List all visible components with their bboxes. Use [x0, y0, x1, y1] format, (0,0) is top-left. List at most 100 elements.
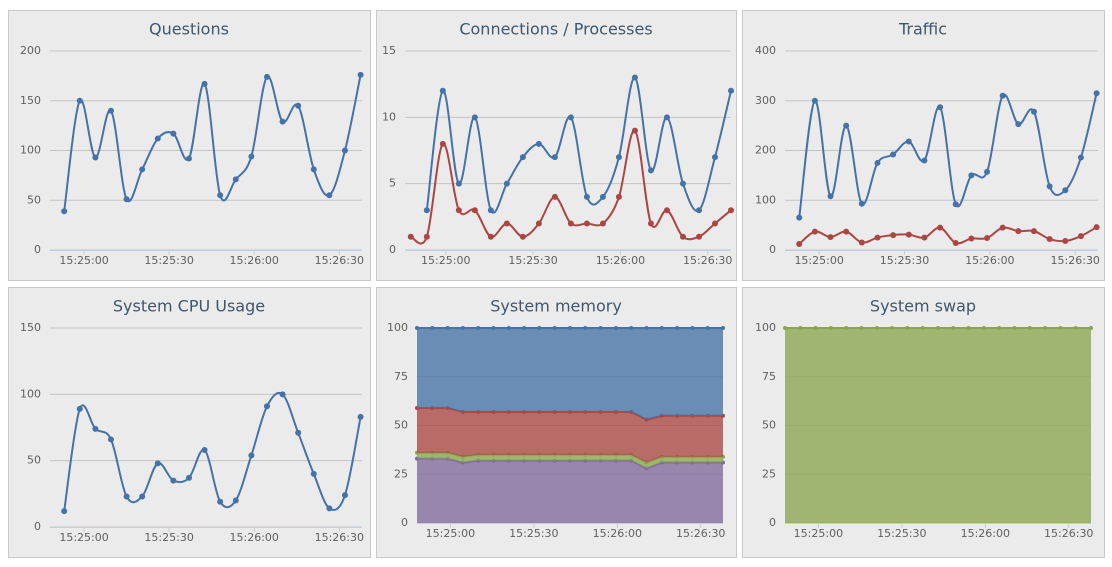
point-marker: [76, 97, 83, 104]
point-marker: [644, 326, 649, 330]
point-marker: [552, 326, 557, 330]
point-marker: [76, 405, 83, 412]
point-marker: [1043, 326, 1048, 330]
point-marker: [920, 326, 925, 330]
point-marker: [647, 220, 654, 227]
point-marker: [415, 326, 419, 330]
point-marker: [813, 326, 818, 330]
point-marker: [905, 138, 912, 145]
x-tick-label: 15:26:30: [676, 527, 725, 540]
series-line: [425, 76, 732, 214]
point-marker: [1077, 233, 1084, 240]
point-marker: [796, 241, 803, 248]
point-marker: [844, 326, 849, 330]
point-marker: [439, 140, 446, 147]
point-marker: [522, 326, 527, 330]
panel-background: [8, 287, 371, 558]
point-marker: [92, 154, 99, 161]
point-marker: [567, 220, 574, 227]
point-marker: [828, 326, 833, 330]
point-marker: [341, 492, 348, 499]
point-marker: [583, 220, 590, 227]
point-marker: [981, 326, 986, 330]
y-tick-label: 50: [27, 454, 41, 467]
y-tick-label: 0: [389, 243, 396, 256]
point-marker: [1093, 90, 1100, 97]
point-marker: [423, 207, 430, 214]
series-line: [798, 93, 1098, 218]
x-tick-label: 15:26:00: [596, 254, 645, 267]
chart-title: Traffic: [898, 20, 947, 39]
point-marker: [1073, 326, 1078, 330]
point-marker: [1015, 228, 1022, 235]
point-marker: [843, 122, 850, 129]
point-marker: [1093, 224, 1100, 231]
point-marker: [310, 166, 317, 173]
y-tick-label: 200: [20, 44, 41, 57]
y-tick-label: 200: [755, 144, 776, 157]
point-marker: [1027, 326, 1032, 330]
x-tick-label: 15:25:00: [794, 527, 843, 540]
point-marker: [445, 326, 450, 330]
chart-panel: Traffic 0 100 200 300 400 15:25:00 15:25:30 15:2…: [742, 10, 1105, 281]
point-marker: [796, 214, 803, 221]
y-tick-label: 0: [34, 520, 41, 533]
y-tick-label: 100: [387, 321, 408, 334]
chart-title: Questions: [149, 20, 229, 39]
x-tick-label: 15:25:00: [421, 254, 470, 267]
y-tick-label: 75: [762, 370, 776, 383]
chart-panel: Connections / Processes 0 5 10 15 15:25:00 15:…: [376, 10, 737, 281]
panel-background: [8, 10, 371, 281]
point-marker: [476, 326, 481, 330]
point-marker: [263, 403, 270, 410]
y-tick-label: 100: [755, 193, 776, 206]
y-tick-label: 400: [755, 44, 776, 57]
point-marker: [123, 493, 130, 500]
point-marker: [631, 127, 638, 134]
x-tick-label: 15:26:30: [315, 254, 364, 267]
chart-panel: System memory 0 25 50 75 100 15:25:00 15:25:30 1…: [376, 287, 737, 558]
point-marker: [921, 157, 928, 164]
point-marker: [185, 474, 192, 481]
chart-title: System memory: [490, 297, 622, 316]
point-marker: [439, 87, 446, 94]
point-marker: [503, 220, 510, 227]
point-marker: [201, 80, 208, 87]
point-marker: [984, 235, 991, 242]
point-marker: [937, 104, 944, 111]
point-marker: [279, 391, 286, 398]
point-marker: [1015, 121, 1022, 128]
chart-panel: System CPU Usage 0 50 100 150 15:25:00 15:25:3…: [8, 287, 371, 558]
x-tick-label: 15:26:30: [1044, 527, 1093, 540]
point-marker: [217, 498, 224, 505]
point-marker: [248, 452, 255, 459]
point-marker: [185, 155, 192, 162]
point-marker: [984, 168, 991, 175]
point-marker: [232, 497, 239, 504]
point-marker: [1062, 187, 1069, 194]
y-tick-label: 150: [20, 321, 41, 334]
point-marker: [783, 326, 787, 330]
y-tick-label: 25: [394, 467, 408, 480]
series-area: [417, 458, 723, 523]
chart-title: Connections / Processes: [459, 20, 652, 39]
point-marker: [827, 193, 834, 200]
point-marker: [568, 326, 572, 330]
point-marker: [506, 326, 511, 330]
point-marker: [827, 234, 834, 241]
point-marker: [1046, 183, 1053, 190]
point-marker: [1046, 236, 1053, 243]
point-marker: [874, 234, 881, 241]
x-tick-label: 15:25:30: [509, 527, 558, 540]
point-marker: [631, 74, 638, 81]
point-marker: [874, 159, 881, 166]
y-tick-label: 100: [755, 321, 776, 334]
y-tick-label: 50: [27, 193, 41, 206]
point-marker: [154, 135, 161, 142]
y-tick-label: 300: [755, 94, 776, 107]
x-tick-label: 15:26:00: [965, 254, 1014, 267]
point-marker: [1012, 326, 1017, 330]
point-marker: [170, 130, 177, 137]
point-marker: [139, 166, 146, 173]
